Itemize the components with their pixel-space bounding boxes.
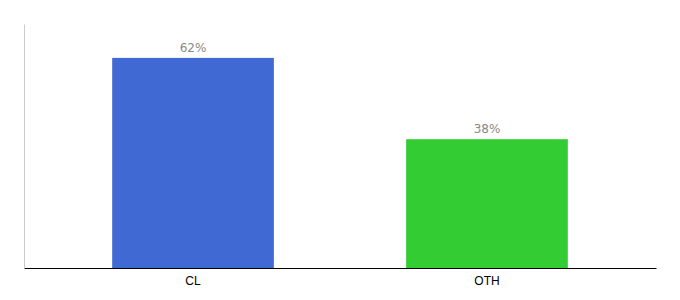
chart: 62% 38% CL OTH [0, 0, 680, 300]
x-axis: CL OTH [25, 268, 657, 288]
x-tick: OTH [474, 268, 499, 288]
x-tick: CL [185, 268, 201, 288]
bar [112, 58, 274, 268]
plot: 62% 38% CL OTH [25, 25, 657, 288]
data-label: 38% [474, 122, 501, 136]
bars [112, 58, 568, 268]
y-axis [24, 25, 25, 269]
bar [406, 139, 568, 268]
y-axis-line [24, 25, 25, 269]
x-tick-label: OTH [474, 274, 499, 288]
data-labels: 62% 38% [180, 41, 501, 136]
data-label: 62% [180, 41, 207, 55]
x-tick-label: CL [185, 274, 201, 288]
x-axis-line [25, 268, 657, 269]
